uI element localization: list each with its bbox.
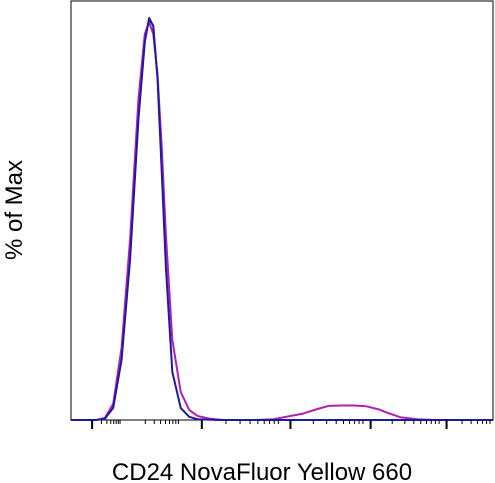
- histogram-series-1: [71, 17, 493, 421]
- x-axis-ticks: [91, 420, 491, 429]
- series-layer: [71, 17, 493, 421]
- histogram-series-2: [71, 21, 493, 421]
- x-axis-title: CD24 NovaFluor Yellow 660: [112, 459, 412, 483]
- plot-frame: [70, 0, 494, 421]
- y-axis-title: % of Max: [1, 160, 28, 260]
